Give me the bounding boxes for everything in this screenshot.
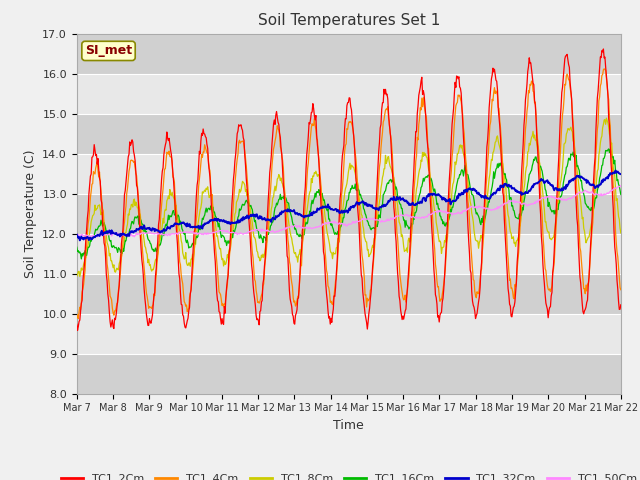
X-axis label: Time: Time [333, 419, 364, 432]
Bar [77, 114, 621, 154]
Title: Soil Temperatures Set 1: Soil Temperatures Set 1 [258, 13, 440, 28]
Legend: TC1_2Cm, TC1_4Cm, TC1_8Cm, TC1_16Cm, TC1_32Cm, TC1_50Cm: TC1_2Cm, TC1_4Cm, TC1_8Cm, TC1_16Cm, TC1… [56, 469, 640, 480]
Bar [77, 274, 621, 313]
Bar [77, 313, 621, 354]
Bar [77, 34, 621, 73]
Bar [77, 193, 621, 234]
Y-axis label: Soil Temperature (C): Soil Temperature (C) [24, 149, 36, 278]
Bar [77, 354, 621, 394]
Bar [77, 73, 621, 114]
Text: SI_met: SI_met [85, 44, 132, 58]
Bar [77, 234, 621, 274]
Bar [77, 154, 621, 193]
